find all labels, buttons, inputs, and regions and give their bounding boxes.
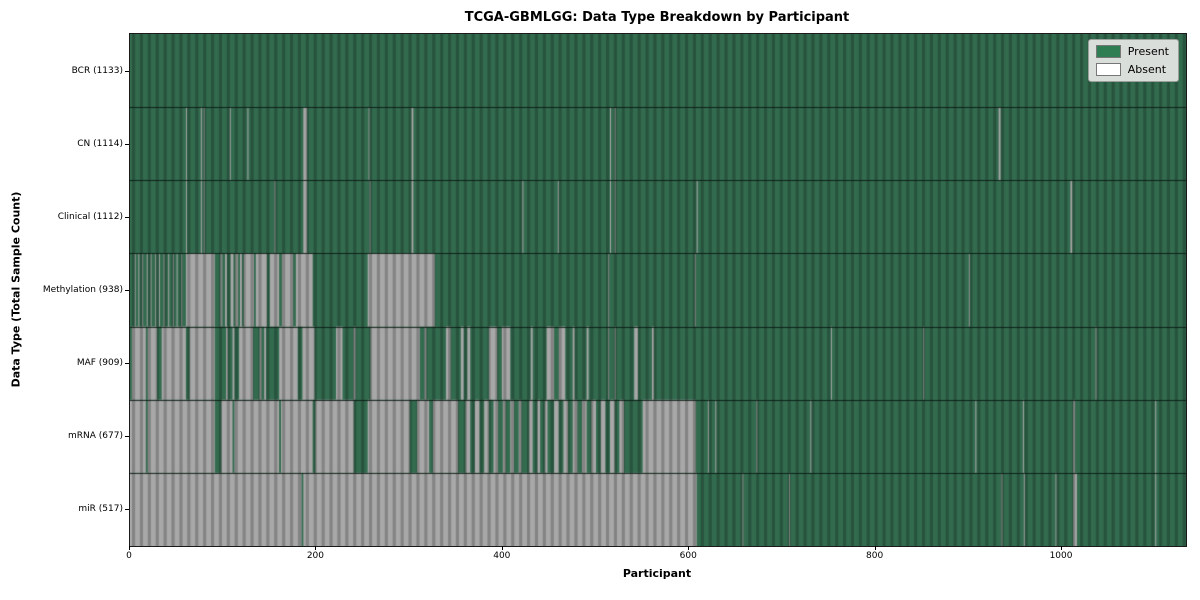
x-tick-mark xyxy=(688,546,689,550)
x-tick-label-800: 800 xyxy=(866,551,884,561)
y-tick-label-methylation: Methylation (938) xyxy=(42,285,123,295)
y-tick-label-mir: miR (517) xyxy=(78,504,123,515)
y-axis-label: Data Type (Total Sample Count) xyxy=(9,191,23,388)
y-tick-mark xyxy=(125,144,129,145)
x-tick-label-600: 600 xyxy=(679,551,697,561)
y-tick-mark xyxy=(125,509,129,510)
absent-swatch-icon xyxy=(1095,63,1121,76)
presence-matrix-canvas xyxy=(130,34,1186,546)
x-tick-label-200: 200 xyxy=(306,551,324,561)
chart-title: TCGA-GBMLGG: Data Type Breakdown by Part… xyxy=(464,10,850,25)
legend: Present Absent xyxy=(1087,39,1179,82)
y-tick-mark xyxy=(125,217,129,218)
y-tick-mark xyxy=(125,436,129,437)
legend-entry-present: Present xyxy=(1095,45,1169,58)
x-tick-label-400: 400 xyxy=(493,551,511,561)
x-tick-mark xyxy=(1061,546,1062,550)
y-tick-label-bcr: BCR (1133) xyxy=(71,65,123,76)
x-tick-label-1000: 1000 xyxy=(1049,551,1073,561)
x-tick-mark xyxy=(875,546,876,550)
y-tick-mark xyxy=(125,363,129,364)
x-tick-label-0: 0 xyxy=(126,551,132,561)
y-tick-label-mrna: mRNA (677) xyxy=(68,431,123,442)
plot-area xyxy=(129,33,1187,547)
x-tick-mark xyxy=(502,546,503,550)
y-tick-label-maf: MAF (909) xyxy=(76,358,123,369)
legend-label-present: Present xyxy=(1127,45,1169,58)
x-axis-label: Participant xyxy=(622,567,692,580)
legend-entry-absent: Absent xyxy=(1095,63,1169,76)
y-tick-label-clinical: Clinical (1112) xyxy=(57,211,123,222)
legend-label-absent: Absent xyxy=(1127,63,1167,76)
y-tick-mark xyxy=(125,290,129,291)
present-swatch-icon xyxy=(1095,45,1121,58)
x-tick-mark xyxy=(129,546,130,550)
y-tick-label-cn: CN (1114) xyxy=(77,138,123,149)
x-tick-mark xyxy=(315,546,316,550)
y-tick-mark xyxy=(125,71,129,72)
